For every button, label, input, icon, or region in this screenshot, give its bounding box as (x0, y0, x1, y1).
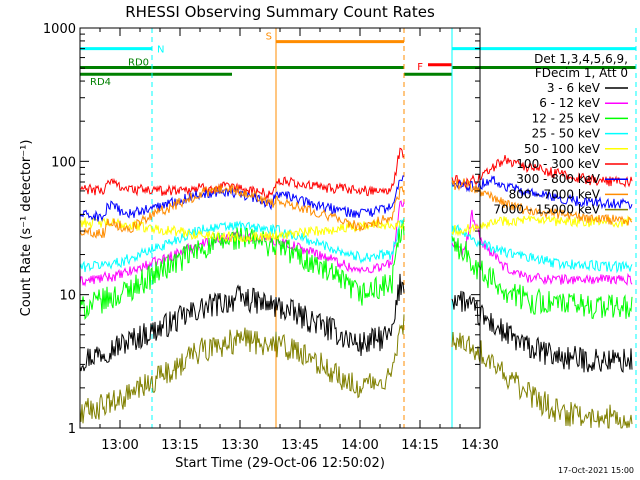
x-tick-label: 14:30 (461, 438, 498, 453)
legend-label-7: 300 - 800 keV (516, 172, 600, 186)
legend-label-4: 25 - 50 keV (532, 127, 601, 141)
y-tick-label: 10 (59, 289, 76, 304)
legend-label-3: 12 - 25 keV (532, 111, 601, 125)
legend-header-line-2: FDecim 1, Att 0 (535, 66, 628, 80)
series-line-7 (79, 175, 633, 222)
x-tick-label: 13:00 (101, 438, 138, 453)
x-tick-label: 13:30 (221, 438, 258, 453)
y-axis-label: Count Rate (s⁻¹ detector⁻¹) (19, 140, 34, 317)
series-line-8 (79, 178, 633, 239)
x-tick-label: 13:15 (161, 438, 198, 453)
series-layer (79, 147, 633, 429)
legend-label-2: 6 - 12 keV (539, 96, 601, 110)
legend-label-5: 50 - 100 keV (524, 142, 601, 156)
series-line-6 (79, 147, 633, 200)
footer-date: 17-Oct-2021 15:00 (558, 466, 634, 475)
annotation-label-s: S (266, 32, 272, 43)
y-tick-label: 1 (68, 422, 76, 437)
series-line-1 (79, 273, 633, 373)
annotation-label-n: N (157, 45, 164, 56)
series-line-4 (79, 217, 633, 274)
legend-label-8: 800 - 7000 keV (509, 187, 601, 201)
annotation-label-f: F (417, 62, 423, 73)
chart-title: RHESSI Observing Summary Count Rates (125, 3, 435, 21)
y-tick-label: 100 (51, 155, 76, 170)
annotation-label-rd4: RD4 (90, 77, 111, 88)
x-axis-label: Start Time (29-Oct-06 12:50:02) (175, 456, 385, 471)
series-line-9 (79, 314, 633, 429)
legend-label-6: 100 - 300 keV (516, 157, 600, 171)
y-axis: 1 10 100 1000 (43, 22, 480, 437)
x-axis: 13:00 13:15 13:30 13:45 14:00 14:15 14:30 (79, 28, 499, 453)
annotation-layer: N S F RD0 RD4 (80, 32, 636, 88)
legend-label-1: 3 - 6 keV (547, 81, 601, 95)
legend-header-line-1: Det 1,3,4,5,6,9, (534, 52, 628, 66)
x-tick-label: 14:00 (341, 438, 378, 453)
x-tick-label: 13:45 (281, 438, 318, 453)
x-tick-label: 14:15 (401, 438, 438, 453)
y-tick-label: 1000 (43, 22, 76, 37)
legend-label-9: 7000 - 15000 keV (493, 203, 600, 217)
plot-frame (79, 27, 481, 429)
annotation-label-rd0: RD0 (128, 58, 149, 69)
